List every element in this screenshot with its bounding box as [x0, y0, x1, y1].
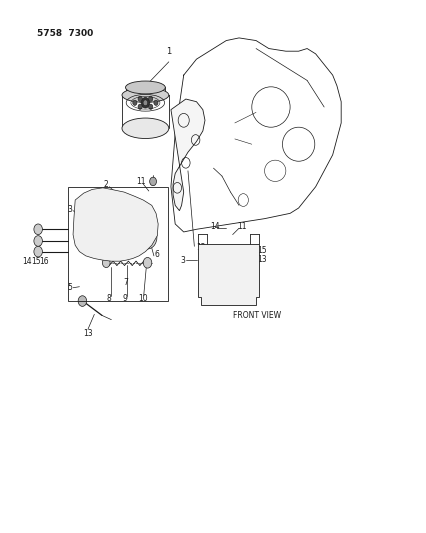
Circle shape	[201, 288, 209, 298]
Circle shape	[219, 261, 233, 278]
Circle shape	[247, 247, 255, 257]
Text: 12: 12	[196, 244, 205, 253]
Circle shape	[132, 100, 137, 106]
Circle shape	[34, 236, 42, 246]
Circle shape	[118, 213, 147, 251]
Circle shape	[138, 104, 142, 109]
Circle shape	[143, 232, 151, 243]
Text: 14: 14	[22, 257, 32, 265]
Ellipse shape	[125, 81, 165, 94]
Circle shape	[153, 100, 158, 106]
Circle shape	[247, 288, 255, 298]
Circle shape	[148, 104, 153, 109]
Circle shape	[129, 228, 136, 236]
Text: 2: 2	[104, 180, 108, 189]
Polygon shape	[73, 188, 158, 261]
Text: 10: 10	[138, 294, 148, 303]
Circle shape	[94, 201, 132, 249]
Circle shape	[223, 265, 229, 273]
Text: 11: 11	[236, 222, 246, 231]
Text: 13: 13	[83, 329, 92, 338]
Text: 13: 13	[256, 255, 266, 263]
Circle shape	[148, 96, 153, 101]
Text: 15: 15	[256, 246, 266, 255]
Text: 15: 15	[31, 257, 40, 265]
Text: 9: 9	[123, 294, 127, 303]
Text: 14: 14	[210, 222, 219, 231]
Ellipse shape	[122, 118, 168, 139]
Circle shape	[34, 246, 42, 257]
Circle shape	[34, 224, 42, 235]
Circle shape	[138, 96, 142, 101]
Text: 4: 4	[88, 219, 93, 228]
Circle shape	[149, 177, 156, 185]
Text: 11: 11	[136, 177, 146, 186]
Polygon shape	[170, 99, 204, 211]
Circle shape	[124, 221, 141, 243]
Text: 6: 6	[155, 251, 159, 260]
Ellipse shape	[122, 88, 168, 102]
Text: 8: 8	[106, 294, 111, 303]
Bar	[68, 187, 167, 301]
Text: 5: 5	[67, 283, 72, 292]
Polygon shape	[197, 244, 259, 305]
Text: 3: 3	[67, 205, 72, 214]
Circle shape	[214, 254, 238, 284]
Text: 1: 1	[166, 47, 171, 55]
Circle shape	[78, 296, 86, 306]
Circle shape	[221, 285, 231, 298]
Text: 16: 16	[39, 257, 49, 265]
Text: 7: 7	[124, 278, 128, 287]
Text: 5758  7300: 5758 7300	[37, 29, 93, 38]
Circle shape	[108, 219, 118, 231]
Circle shape	[141, 98, 149, 108]
Circle shape	[201, 247, 209, 257]
Circle shape	[101, 209, 126, 241]
Text: 3: 3	[180, 256, 185, 264]
Circle shape	[143, 257, 151, 268]
Text: FRONT VIEW: FRONT VIEW	[232, 311, 280, 320]
Circle shape	[138, 225, 156, 249]
Circle shape	[143, 100, 147, 106]
Circle shape	[102, 258, 110, 268]
